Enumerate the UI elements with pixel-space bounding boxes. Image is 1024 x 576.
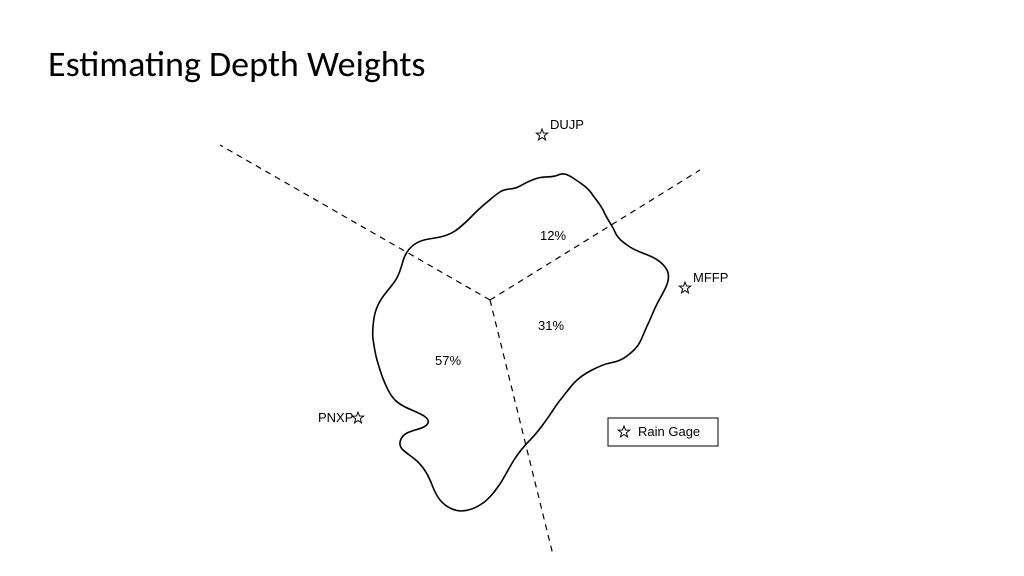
- legend-label: Rain Gage: [638, 424, 700, 439]
- thiessen-lines: [220, 145, 700, 555]
- thiessen-line-2: [490, 300, 553, 555]
- gage-label-mffp: MFFP: [693, 270, 728, 285]
- diagram-canvas: 12% 31% 57% DUJP MFFP PNXP Rain Gage: [0, 0, 1024, 576]
- thiessen-line-0: [220, 145, 490, 300]
- rain-gage-dujp: DUJP: [536, 117, 584, 140]
- star-icon: [536, 129, 547, 140]
- region-label-57: 57%: [435, 353, 461, 368]
- rain-gage-mffp: MFFP: [679, 270, 728, 293]
- gage-label-dujp: DUJP: [550, 117, 584, 132]
- gage-label-pnxp: PNXP: [318, 410, 353, 425]
- watershed-boundary: [373, 174, 669, 511]
- rain-gage-pnxp: PNXP: [318, 410, 364, 425]
- legend: Rain Gage: [608, 418, 718, 446]
- star-icon: [679, 282, 690, 293]
- thiessen-diagram-svg: 12% 31% 57% DUJP MFFP PNXP Rain Gage: [0, 0, 1024, 576]
- region-label-31: 31%: [538, 318, 564, 333]
- star-icon: [352, 412, 363, 423]
- region-label-12: 12%: [540, 228, 566, 243]
